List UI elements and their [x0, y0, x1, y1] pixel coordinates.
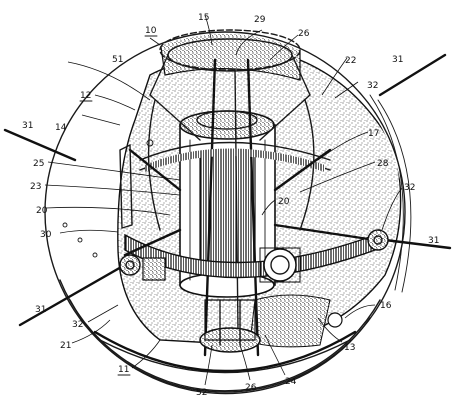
ref-11: 11: [118, 365, 129, 375]
ref-31-top-right: 31: [392, 55, 403, 65]
ref-51: 51: [112, 55, 123, 65]
ref-30: 30: [40, 230, 52, 240]
antenna-booms: [3, 53, 452, 327]
top-hatch: [149, 29, 311, 96]
ref-52: 52: [196, 388, 207, 398]
ref-29: 29: [254, 15, 266, 25]
reference-numerals: 10 51 12 14 15 29 26 22 32 31 17 28 32 3…: [22, 13, 439, 398]
ref-26-bottom: 26: [245, 383, 257, 393]
flanges: [119, 229, 389, 328]
ref-26-top: 26: [298, 29, 310, 39]
ref-31-right: 31: [428, 236, 439, 246]
ref-32-left: 32: [72, 320, 83, 330]
ref-24: 24: [285, 377, 297, 387]
ref-31-left-top: 31: [22, 121, 33, 131]
ref-22: 22: [345, 56, 356, 66]
ref-31-left-bottom: 31: [35, 305, 46, 315]
ref-14: 14: [55, 123, 67, 133]
outer-shell: [44, 31, 412, 395]
ref-10: 10: [145, 26, 157, 36]
ref-21: 21: [60, 341, 71, 351]
bottom-base: [199, 299, 261, 353]
ref-16: 16: [380, 301, 392, 311]
ref-12: 12: [80, 91, 91, 101]
ref-23: 23: [30, 182, 41, 192]
ref-15: 15: [198, 13, 209, 23]
ref-28: 28: [377, 159, 389, 169]
ref-13: 13: [344, 343, 355, 353]
ref-20-center: 20: [278, 197, 290, 207]
ref-32-right: 32: [404, 183, 415, 193]
radial-struts: [123, 94, 377, 257]
ref-17: 17: [368, 129, 379, 139]
ref-25: 25: [33, 159, 44, 169]
leader-lines: [44, 14, 403, 386]
side-details: [62, 139, 154, 258]
ref-20-left: 20: [36, 206, 48, 216]
equatorial-ring: [124, 141, 376, 279]
ref-32-top: 32: [367, 81, 378, 91]
